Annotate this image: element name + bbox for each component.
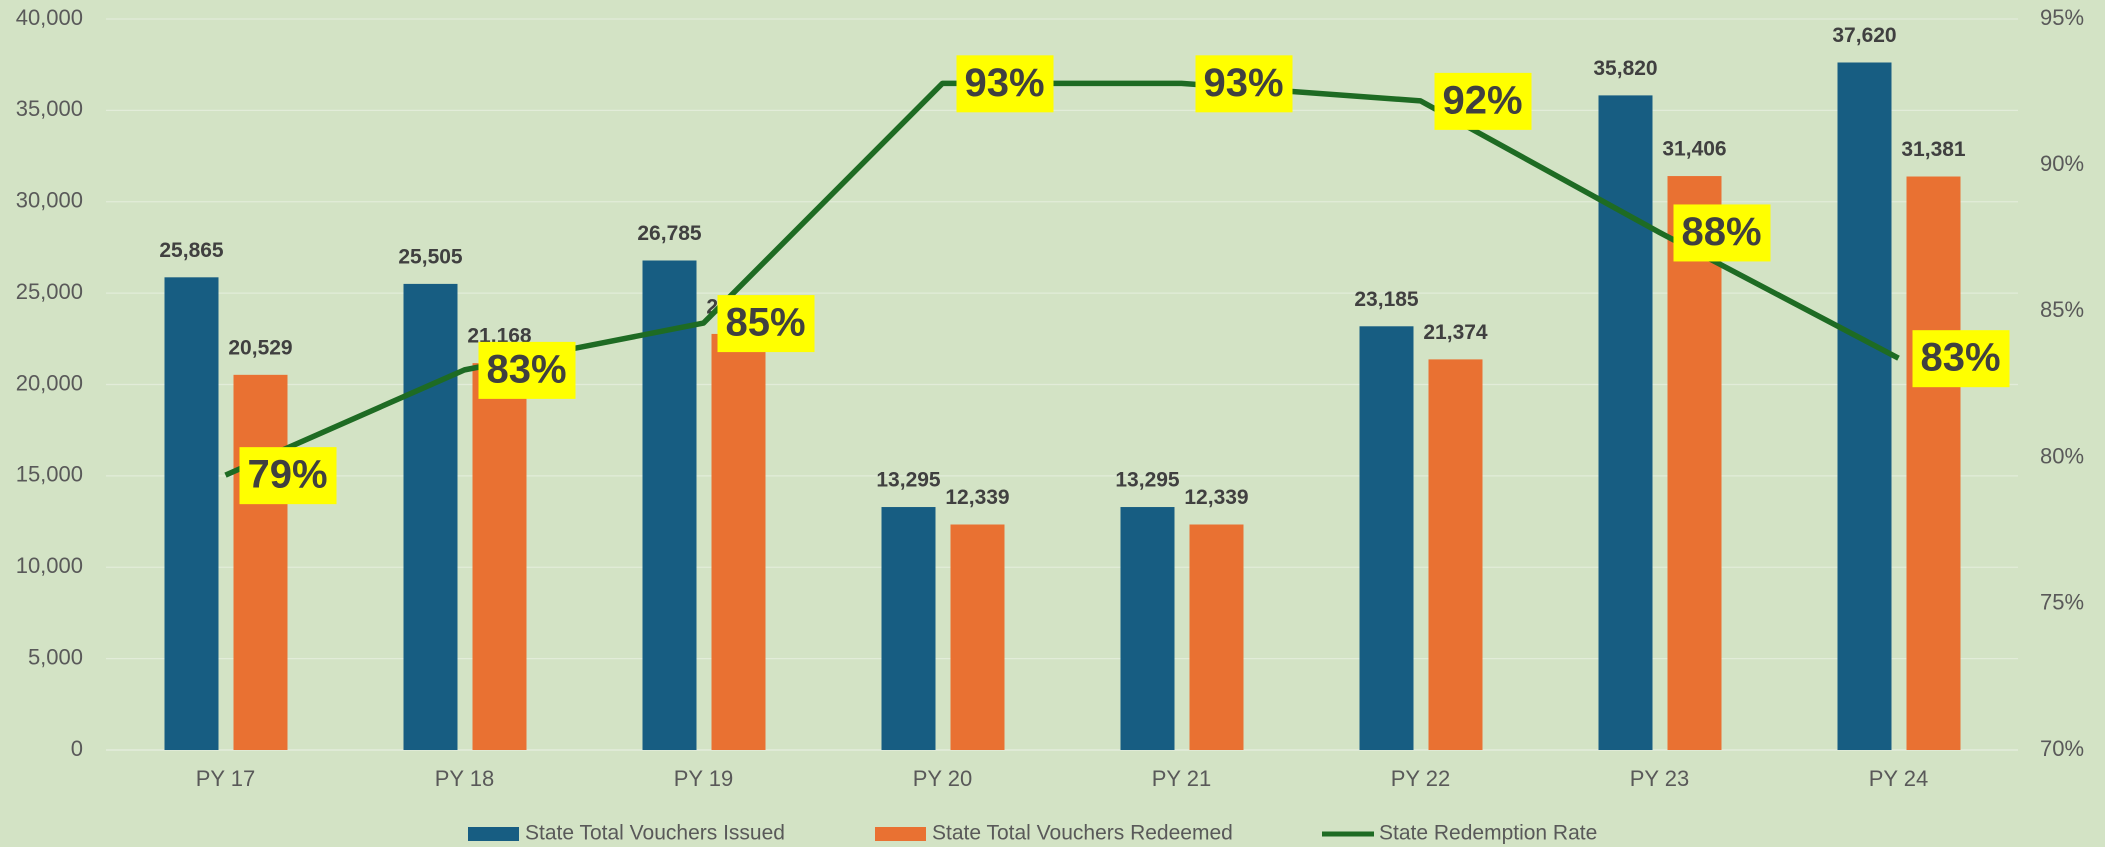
bar: [1907, 177, 1961, 750]
bar-value-label: 12,339: [945, 486, 1009, 509]
y-tick-label: 35,000: [16, 96, 83, 121]
bar: [473, 363, 527, 750]
bar-value-label: 31,381: [1901, 138, 1966, 161]
bar-value-label: 35,820: [1593, 57, 1657, 80]
bar-value-label: 31,406: [1662, 138, 1726, 161]
y-tick-label: 25,000: [16, 279, 83, 304]
legend-label: State Total Vouchers Issued: [525, 822, 785, 845]
y-tick-label: 15,000: [16, 462, 83, 487]
page: {"chart_data": {"type": "bar", "categori…: [0, 0, 2105, 847]
rate-label: 85%: [725, 301, 805, 345]
bar: [882, 507, 936, 750]
rate-label: 83%: [1920, 336, 2000, 380]
bar: [1121, 507, 1175, 750]
bar-value-label: 37,620: [1832, 24, 1896, 47]
y-tick-label: 0: [71, 736, 83, 761]
x-tick-label: PY 19: [674, 766, 734, 791]
bar: [712, 334, 766, 750]
bar-value-label: 25,865: [159, 239, 224, 262]
bar: [1190, 525, 1244, 750]
rate-label: 83%: [486, 347, 566, 391]
bar: [1838, 62, 1892, 750]
y2-tick-label: 90%: [2040, 151, 2084, 176]
bar-value-label: 21,374: [1423, 321, 1488, 344]
legend-label: State Redemption Rate: [1379, 822, 1597, 845]
bar-value-label: 23,185: [1354, 288, 1419, 311]
y-tick-label: 20,000: [16, 370, 83, 395]
rate-label: 79%: [247, 453, 327, 497]
bar-value-label: 26,785: [637, 222, 702, 245]
bar-value-label: 13,295: [1115, 469, 1180, 492]
x-tick-label: PY 17: [196, 766, 256, 791]
rate-label: 88%: [1681, 210, 1761, 254]
legend-swatch: [875, 827, 926, 841]
x-tick-label: PY 18: [435, 766, 495, 791]
y-tick-label: 10,000: [16, 553, 83, 578]
rate-label: 93%: [1203, 61, 1283, 105]
x-tick-label: PY 21: [1152, 766, 1212, 791]
y-tick-label: 30,000: [16, 188, 83, 213]
x-tick-label: PY 23: [1630, 766, 1690, 791]
y-tick-label: 5,000: [28, 644, 83, 669]
legend-swatch: [468, 827, 519, 841]
rate-label: 92%: [1442, 78, 1522, 122]
bar-value-label: 12,339: [1184, 486, 1248, 509]
bar: [1429, 359, 1483, 750]
x-tick-label: PY 24: [1869, 766, 1929, 791]
chart: 0 5,000 10,000 15,000 20,000 25,000 30,000 35,0…: [0, 0, 2105, 847]
bar: [165, 277, 219, 750]
bar-value-label: 20,529: [228, 336, 292, 359]
y-tick-label: 40,000: [16, 5, 83, 30]
bar: [951, 525, 1005, 750]
bar: [234, 375, 288, 750]
x-tick-label: PY 20: [913, 766, 973, 791]
y2-tick-label: 70%: [2040, 736, 2084, 761]
bar: [404, 284, 458, 750]
bar-value-label: 25,505: [398, 245, 463, 268]
rate-label: 93%: [964, 61, 1044, 105]
y2-tick-label: 95%: [2040, 5, 2084, 30]
x-tick-label: PY 22: [1391, 766, 1451, 791]
bar: [1599, 95, 1653, 750]
y2-tick-label: 75%: [2040, 590, 2084, 615]
bar: [1360, 326, 1414, 750]
legend-label: State Total Vouchers Redeemed: [932, 822, 1233, 845]
y2-tick-label: 85%: [2040, 297, 2084, 322]
y2-tick-label: 80%: [2040, 443, 2084, 468]
bar-value-label: 13,295: [876, 469, 941, 492]
